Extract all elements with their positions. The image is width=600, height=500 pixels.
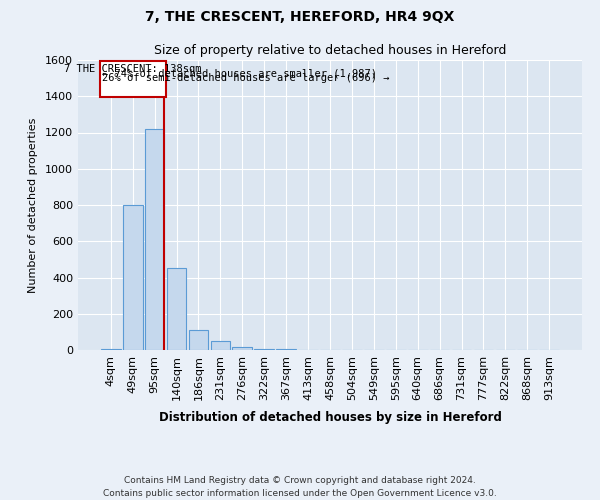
Bar <box>145 129 164 350</box>
Title: Size of property relative to detached houses in Hereford: Size of property relative to detached ho… <box>154 44 506 58</box>
Text: Contains HM Land Registry data © Crown copyright and database right 2024.
Contai: Contains HM Land Registry data © Crown c… <box>103 476 497 498</box>
Bar <box>232 348 252 350</box>
Text: 7 THE CRESCENT: 138sqm: 7 THE CRESCENT: 138sqm <box>64 64 202 74</box>
Bar <box>101 349 121 350</box>
Bar <box>254 348 274 350</box>
FancyBboxPatch shape <box>100 61 166 97</box>
Bar <box>123 205 143 350</box>
Text: 26% of semi-detached houses are larger (696) →: 26% of semi-detached houses are larger (… <box>103 72 390 83</box>
Y-axis label: Number of detached properties: Number of detached properties <box>28 118 38 292</box>
Text: 7, THE CRESCENT, HEREFORD, HR4 9QX: 7, THE CRESCENT, HEREFORD, HR4 9QX <box>145 10 455 24</box>
Text: ← 74% of detached houses are smaller (1,987): ← 74% of detached houses are smaller (1,… <box>103 68 377 78</box>
X-axis label: Distribution of detached houses by size in Hereford: Distribution of detached houses by size … <box>158 411 502 424</box>
Bar <box>211 341 230 350</box>
Bar <box>188 330 208 350</box>
Bar <box>167 268 187 350</box>
